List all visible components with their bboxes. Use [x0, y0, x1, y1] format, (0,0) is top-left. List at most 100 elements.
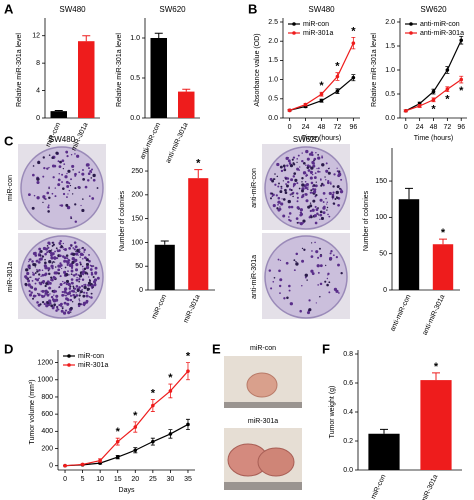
y-tick-label: 400 [41, 428, 53, 435]
colony [305, 174, 308, 177]
bar [50, 111, 67, 118]
colony [69, 285, 72, 288]
colony [87, 179, 90, 182]
colony [92, 178, 96, 182]
point [186, 422, 190, 427]
colony [48, 272, 51, 276]
y-axis-label: Tumor weight (g) [329, 386, 336, 439]
x-tick-label: anti-miR-con [389, 294, 412, 333]
y-axis-label: Relative miR-301a level [116, 33, 123, 107]
point [133, 448, 138, 453]
colony [50, 278, 54, 282]
significance-mark: * [319, 80, 324, 92]
y-axis-label: Relative miR-301a level [371, 33, 378, 107]
colony [283, 168, 286, 170]
colony [96, 187, 99, 189]
colony [320, 184, 323, 187]
colony [82, 301, 87, 305]
colony [38, 257, 42, 261]
colony [277, 196, 281, 200]
image-label: miR-301a [7, 262, 14, 292]
colony [334, 198, 337, 201]
colony [59, 302, 63, 306]
point [186, 369, 190, 373]
colony [90, 168, 94, 171]
colony [324, 176, 326, 178]
colony [312, 187, 315, 191]
colony [319, 171, 321, 173]
colony [286, 184, 289, 188]
colony [305, 149, 309, 154]
colony [90, 177, 93, 179]
colony [306, 279, 308, 281]
colony [279, 206, 281, 208]
colony [329, 182, 332, 185]
colony [27, 265, 31, 269]
colony [286, 296, 289, 300]
error-bar [439, 238, 447, 245]
colony [89, 169, 92, 173]
colony [297, 221, 300, 224]
colony [32, 297, 35, 300]
colony [94, 271, 97, 274]
colony [59, 254, 62, 258]
image-title: SW480 [49, 135, 76, 144]
colony [276, 162, 280, 167]
y-tick-label: 50 [135, 263, 143, 270]
y-tick-label: 0.6 [343, 380, 353, 387]
colony [309, 209, 312, 213]
colony [278, 269, 281, 273]
x-axis-label: Days [119, 487, 135, 494]
colony [280, 202, 284, 206]
colony [279, 278, 283, 282]
colony [315, 193, 318, 197]
colony [58, 304, 61, 307]
colony [83, 248, 86, 252]
colony [288, 212, 292, 215]
colony [270, 287, 273, 290]
colony [319, 254, 323, 258]
colony [288, 284, 291, 288]
y-tick-label: 1.0 [268, 76, 278, 83]
colony [57, 183, 61, 187]
colony [66, 205, 71, 210]
x-tick-label: miR-con [370, 474, 387, 500]
colony [39, 303, 42, 306]
colony [303, 248, 306, 251]
colony [312, 199, 316, 203]
colony [62, 246, 64, 249]
colony [81, 278, 85, 282]
colony [316, 264, 320, 268]
colony [49, 293, 51, 295]
colony [302, 161, 306, 165]
point [319, 92, 324, 96]
y-tick-label: 0.0 [385, 115, 395, 122]
colony [40, 290, 42, 292]
colony [308, 299, 311, 302]
point [168, 432, 173, 436]
colony [68, 263, 73, 268]
colony [53, 271, 57, 275]
colony [62, 294, 65, 297]
colony [70, 269, 74, 273]
image-label: miR-con [7, 175, 14, 201]
colony [314, 172, 317, 174]
colony [78, 278, 81, 281]
colony [74, 245, 78, 249]
colony [43, 294, 46, 297]
colony [47, 210, 50, 213]
colony [47, 204, 50, 207]
colony [44, 261, 47, 265]
colony [67, 282, 71, 287]
colony [88, 276, 90, 278]
colony [90, 265, 94, 268]
y-tick-label: 200 [131, 192, 143, 199]
colony [50, 276, 53, 279]
colony [51, 306, 55, 310]
colony [340, 272, 343, 275]
colony [308, 308, 312, 312]
legend-marker [292, 31, 296, 35]
colony [61, 159, 65, 163]
colony [315, 302, 317, 304]
series-line [64, 423, 189, 467]
